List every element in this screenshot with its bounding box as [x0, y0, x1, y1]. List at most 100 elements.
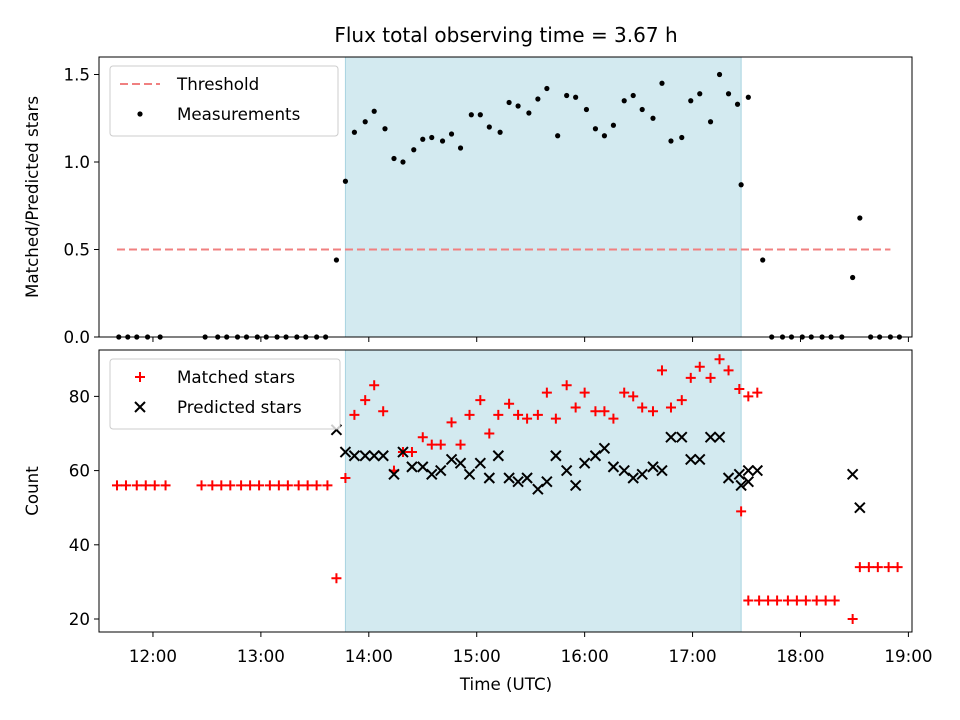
- count-panel: 20 40 60 80 12:00 13:00 14:00 15:00 16:00 17:00 1…: [22, 349, 932, 666]
- matched-stars-point: [455, 439, 466, 450]
- matched-stars-point: [754, 595, 765, 606]
- legend-label: Matched stars: [177, 367, 295, 387]
- matched-stars-point: [293, 480, 304, 491]
- measurements-point: [555, 133, 561, 139]
- measurements-point: [679, 134, 685, 141]
- measurements-point: [688, 98, 694, 104]
- predicted-stars-point: [685, 453, 697, 466]
- observing-window-shade: [345, 57, 742, 337]
- matched-stars-point: [273, 480, 284, 491]
- measurements-point: [650, 115, 656, 121]
- matched-stars-point: [264, 480, 275, 491]
- predicted-stars-point: [483, 472, 496, 484]
- matched-stars-point: [254, 480, 265, 491]
- predicted-stars-point: [406, 461, 418, 473]
- matched-stars-point: [522, 413, 533, 424]
- measurements-point: [506, 99, 512, 106]
- measurements-point: [448, 131, 455, 137]
- measurements-point: [639, 106, 645, 113]
- predicted-stars-point: [532, 483, 544, 495]
- legend-label: Measurements: [177, 104, 300, 124]
- matched-stars-point: [665, 402, 676, 413]
- measurements-point: [738, 182, 744, 188]
- measurements-point: [621, 98, 627, 104]
- matched-stars-point: [446, 417, 457, 428]
- measurements-point: [411, 147, 417, 153]
- measurements-point: [342, 178, 349, 184]
- matched-stars-point: [820, 595, 831, 606]
- measurements-point: [333, 257, 340, 263]
- legend-box: [109, 358, 341, 430]
- y-tick-label: 0.5: [63, 240, 90, 260]
- predicted-stars-point: [503, 472, 515, 484]
- matched-stars-point: [236, 480, 247, 491]
- predicted-stars-point: [521, 472, 533, 484]
- measurements-point: [468, 112, 474, 118]
- matched-stars-point: [863, 562, 874, 573]
- measurements-point: [351, 129, 358, 135]
- matched-stars-point: [743, 391, 754, 402]
- legend-box: [109, 65, 339, 137]
- matched-stars-point: [378, 406, 389, 417]
- measurements-point: [716, 71, 723, 78]
- predicted-stars-point: [854, 501, 866, 514]
- predicted-stars-point: [694, 453, 706, 466]
- predicted-stars-point: [647, 461, 659, 473]
- matched-stars-point: [406, 447, 417, 458]
- matched-stars-point: [349, 409, 360, 420]
- matched-stars-point: [149, 480, 160, 491]
- predicted-stars-point: [426, 468, 438, 481]
- matched-stars-point: [763, 595, 774, 606]
- measurements-point: [477, 112, 483, 118]
- matched-stars-point: [302, 480, 313, 491]
- matched-stars-point: [550, 413, 561, 424]
- predicted-stars-point: [492, 450, 505, 462]
- y-tick-label: 80: [69, 386, 90, 406]
- measurements-point: [850, 274, 856, 281]
- x-tick-label: 18:00: [776, 646, 824, 666]
- x-tick-label: 17:00: [669, 646, 717, 666]
- matched-stars-point: [504, 398, 515, 409]
- y-tick-label: 60: [69, 461, 90, 481]
- matched-stars-point: [360, 395, 371, 406]
- measurements-point: [583, 106, 590, 113]
- matched-stars-point: [736, 506, 747, 517]
- matched-stars-point: [811, 595, 822, 606]
- predicted-stars-point: [607, 461, 620, 473]
- matched-stars-point: [883, 562, 894, 573]
- y-tick-label: 40: [69, 535, 90, 555]
- matched-stars-point: [854, 562, 865, 573]
- measurements-point: [535, 96, 541, 102]
- matched-stars-point: [872, 562, 883, 573]
- predicted-stars-point: [474, 457, 487, 469]
- measurements-point: [659, 80, 665, 86]
- count-legend: Matched stars Predicted stars: [109, 358, 341, 430]
- matched-stars-point: [140, 480, 151, 491]
- measurements-point: [745, 94, 751, 100]
- predicted-stars-point: [454, 457, 467, 469]
- measurements-point: [630, 92, 636, 99]
- matched-stars-point: [282, 480, 293, 491]
- ratio-panel-frame: [98, 56, 913, 338]
- matched-stars-point: [225, 480, 236, 491]
- matched-stars-point: [628, 391, 639, 402]
- matched-stars-point: [656, 365, 667, 376]
- matched-stars-point: [782, 595, 793, 606]
- ratio-legend: Threshold Measurements: [109, 65, 339, 137]
- measurements-point: [707, 119, 714, 125]
- x-axis-label: Time (UTC): [459, 674, 552, 694]
- y-tick-label: 0.0: [63, 327, 90, 347]
- matched-stars-point: [513, 409, 524, 420]
- measurements-point: [420, 136, 426, 142]
- measurements-point: [391, 155, 397, 162]
- predicted-stars-point: [722, 472, 735, 484]
- chart-title: Flux total observing time = 3.67 h: [334, 23, 677, 47]
- matched-stars-point: [685, 372, 696, 383]
- matched-stars-point: [847, 614, 858, 625]
- matched-stars-point: [599, 406, 610, 417]
- predicted-stars-point: [751, 464, 764, 477]
- measurements-point: [668, 138, 674, 144]
- measurements-point: [734, 101, 741, 107]
- matched-stars-point: [435, 439, 446, 450]
- predicted-stars-point: [676, 431, 688, 443]
